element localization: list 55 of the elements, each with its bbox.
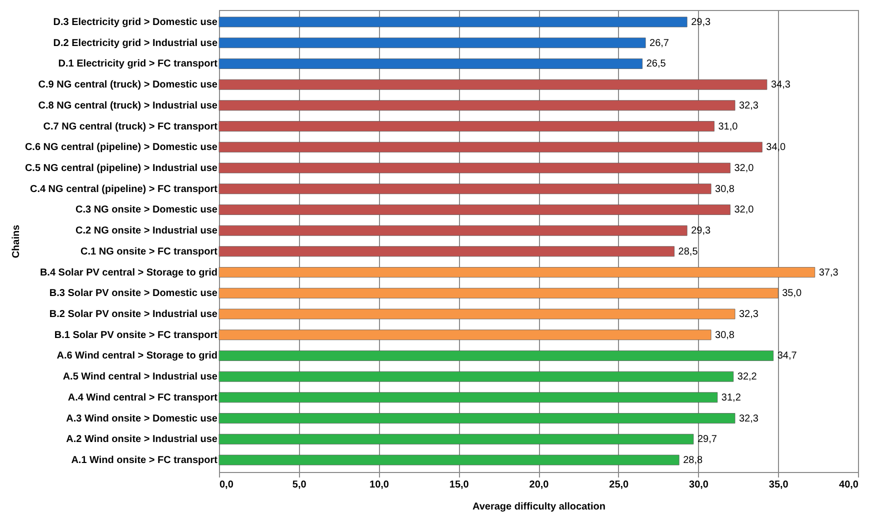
data-label: 26,7 <box>650 38 670 49</box>
data-label: 32,2 <box>737 372 758 383</box>
data-label: 34,3 <box>770 80 791 91</box>
data-label: 30,8 <box>715 330 735 341</box>
y-tick-label: C.6 NG central (pipeline) > Domestic use <box>24 142 218 154</box>
data-label: 28,8 <box>683 455 703 466</box>
y-tick-label: C.3 NG onsite > Domestic use <box>76 204 218 216</box>
x-tick-label: 20,0 <box>529 480 550 490</box>
data-label: 32,0 <box>734 163 754 174</box>
y-tick-label: C.7 NG central (truck) > FC transport <box>43 121 218 132</box>
y-tick-label: D.2 Electricity grid > Industrial use <box>53 38 218 49</box>
x-tick-label: 15,0 <box>449 480 470 490</box>
data-label: 32,3 <box>738 100 759 112</box>
data-label: 28,5 <box>678 246 698 258</box>
data-label: 30,8 <box>715 184 735 195</box>
y-tick-label: C.8 NG central (truck) > Industrial use <box>38 100 218 112</box>
y-tick-label: B.1 Solar PV onsite > FC transport <box>54 330 218 341</box>
data-label: 26,5 <box>646 58 666 70</box>
data-label: 37,3 <box>818 267 839 278</box>
x-tick-label: 5,0 <box>292 480 307 490</box>
x-tick-label: 35,0 <box>768 480 789 490</box>
y-tick-label: B.2 Solar PV onsite > Industrial use <box>49 309 218 320</box>
y-tick-label: A.1 Wind onsite > FC transport <box>71 455 218 466</box>
y-tick-label: A.2 Wind onsite > Industrial use <box>66 434 218 446</box>
x-tick-label: 10,0 <box>370 480 390 490</box>
x-tick-label: 25,0 <box>609 480 630 490</box>
y-tick-label: A.5 Wind central > Industrial use <box>62 372 218 383</box>
y-tick-label: A.6 Wind central > Storage to grid <box>56 350 218 362</box>
y-tick-label: C.4 NG central (pipeline) > FC transport <box>30 184 218 195</box>
data-label: 34,7 <box>777 350 798 362</box>
x-tick-label: 0,0 <box>220 480 234 490</box>
y-tick-label: C.5 NG central (pipeline) > Industrial use <box>24 163 218 174</box>
y-tick-label: B.4 Solar PV central > Storage to grid <box>40 267 218 278</box>
y-axis-title: Chains <box>10 224 22 258</box>
x-tick-label: 40,0 <box>839 480 859 490</box>
y-tick-label: C.2 NG onsite > Industrial use <box>76 226 218 237</box>
data-label: 35,0 <box>782 288 802 300</box>
y-tick-label: A.4 Wind central > FC transport <box>68 392 218 404</box>
data-label: 32,0 <box>734 204 754 216</box>
data-label: 31,0 <box>718 121 738 132</box>
data-label: 29,7 <box>697 434 718 446</box>
data-label: 32,3 <box>738 413 759 424</box>
x-tick-label: 30,0 <box>689 480 709 490</box>
y-tick-label: B.3 Solar PV onsite > Domestic use <box>49 288 218 300</box>
data-label: 34,0 <box>766 142 786 154</box>
data-label: 31,2 <box>721 392 742 404</box>
y-tick-label: C.9 NG central (truck) > Domestic use <box>38 80 218 91</box>
data-label: 29,3 <box>691 16 711 28</box>
y-tick-label: D.3 Electricity grid > Domestic use <box>53 16 218 28</box>
data-label: 29,3 <box>691 226 711 237</box>
data-label: 32,3 <box>738 309 759 320</box>
y-tick-label: A.3 Wind onsite > Domestic use <box>66 413 218 424</box>
y-tick-label: D.1 Electricity grid > FC transport <box>58 58 218 70</box>
x-axis-title: Average difficulty allocation <box>472 502 606 512</box>
y-tick-label: C.1 NG onsite > FC transport <box>80 246 218 258</box>
